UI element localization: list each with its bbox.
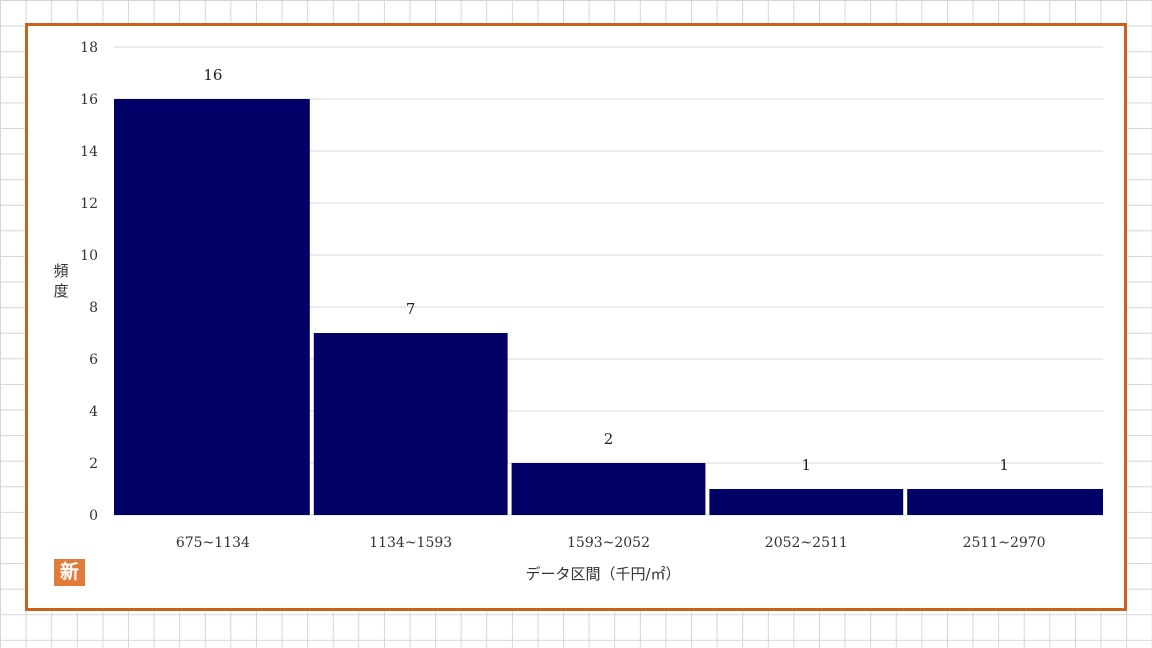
y-tick-label: 16	[80, 92, 98, 108]
data-label: 1	[999, 456, 1009, 474]
x-axis-title: データ区間（千円/㎡）	[525, 565, 680, 583]
y-tick-label: 12	[80, 196, 98, 212]
brand-logo: 新	[54, 559, 85, 586]
y-tick-label: 10	[80, 248, 98, 264]
y-axis-title-group: 頻度	[53, 262, 68, 300]
bar	[511, 463, 706, 515]
x-tick-label: 2052~2511	[765, 535, 848, 551]
bars	[114, 99, 1103, 515]
x-tick-labels: 675~1134 1134~1593 1593~2052 2052~2511 2511~…	[176, 535, 1046, 551]
y-tick-labels: 0 2 4 6 8 10 12 14 16 18	[80, 40, 98, 524]
x-tick-label: 2511~2970	[963, 535, 1046, 551]
data-labels: 16 7 2 1 1	[203, 66, 1009, 474]
x-tick-label: 1134~1593	[369, 535, 452, 551]
data-label: 16	[203, 66, 222, 84]
y-tick-label: 14	[80, 144, 98, 160]
data-label: 7	[406, 300, 416, 318]
y-tick-label: 6	[89, 352, 98, 368]
y-axis-title-char: 度	[53, 282, 68, 300]
data-label: 2	[604, 430, 614, 448]
bar	[313, 333, 508, 515]
y-tick-label: 4	[89, 404, 98, 420]
y-tick-label: 0	[89, 508, 98, 524]
bar	[907, 489, 1103, 515]
y-tick-label: 2	[89, 456, 98, 472]
y-tick-label: 18	[80, 40, 98, 56]
y-tick-label: 8	[89, 300, 98, 316]
x-tick-label: 675~1134	[176, 535, 250, 551]
bar	[114, 99, 310, 515]
data-label: 1	[802, 456, 812, 474]
x-tick-label: 1593~2052	[567, 535, 650, 551]
y-axis-title-char: 頻	[53, 262, 68, 280]
bar	[709, 489, 904, 515]
